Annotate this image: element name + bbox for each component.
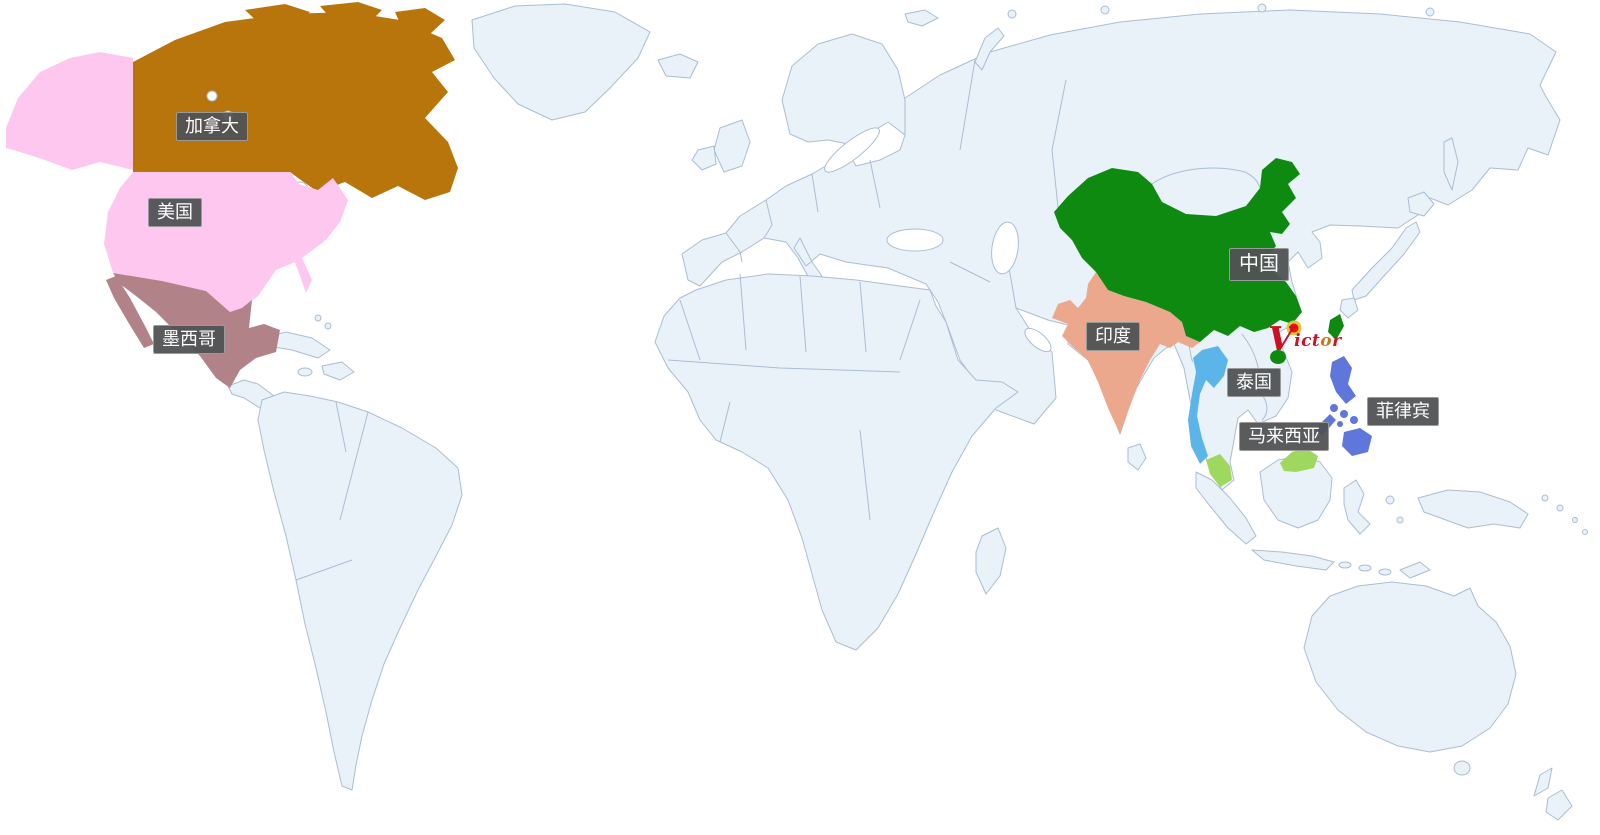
landmass-australia [1303, 581, 1517, 753]
victor-logo-o: o [1320, 331, 1333, 351]
victor-logo-r: r [1332, 331, 1342, 351]
country-label-usa: 美国 [148, 198, 202, 227]
landmass-scandinavia [781, 33, 906, 153]
landmass-new-guinea [1417, 489, 1529, 529]
lake-great-bear [206, 90, 218, 102]
country-label-malaysia: 马来西亚 [1239, 422, 1329, 451]
country-label-china: 中国 [1229, 248, 1289, 281]
landmass-japan [1351, 221, 1421, 301]
victor-logo-v: V [1268, 319, 1295, 358]
map-region-malaysia[interactable] [1206, 448, 1318, 487]
map-region-india[interactable] [1052, 272, 1200, 434]
country-label-india: 印度 [1086, 322, 1140, 351]
country-label-canada: 加拿大 [176, 112, 248, 141]
landmass-africa [654, 273, 1019, 651]
map-region-china[interactable] [1054, 158, 1344, 364]
map-region-philippines[interactable] [1316, 356, 1372, 456]
victor-logo-text: ict [1294, 331, 1321, 351]
country-label-philippines: 菲律宾 [1367, 397, 1439, 426]
landmass-greenland [471, 3, 651, 121]
victor-logo: Victor [1268, 322, 1342, 355]
location-marker[interactable] [1286, 320, 1302, 336]
map-region-canada[interactable] [133, 2, 458, 200]
country-label-thailand: 泰国 [1227, 368, 1281, 397]
landmass-south-america [257, 391, 463, 791]
map-region-thailand[interactable] [1188, 346, 1228, 464]
country-label-mexico: 墨西哥 [153, 325, 225, 354]
